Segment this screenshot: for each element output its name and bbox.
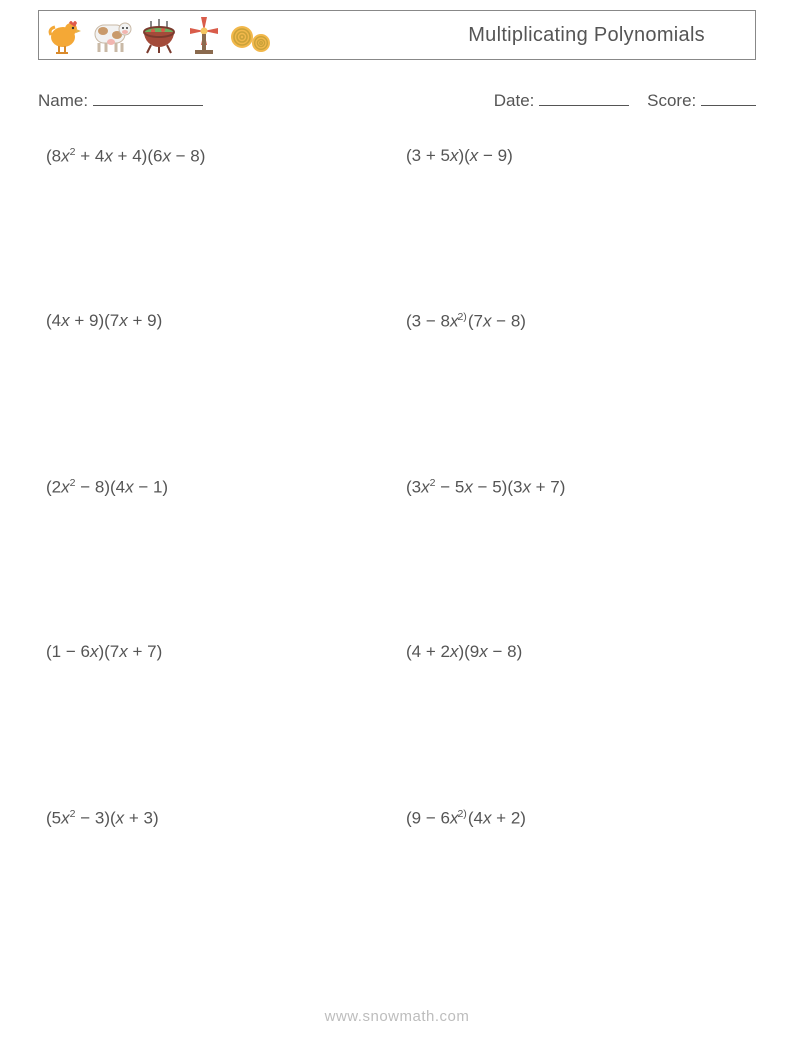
- problem-expression: (8x2 + 4x + 4)(6x − 8): [46, 146, 205, 167]
- name-label: Name:: [38, 91, 88, 110]
- problem-2-1: (4x + 9)(7x + 9): [46, 301, 388, 466]
- problem-expression: (3 + 5x)(x − 9): [406, 146, 513, 166]
- info-row: Name: Date: Score:: [38, 88, 756, 111]
- problem-5-1: (5x2 − 3)(x + 3): [46, 798, 388, 963]
- problem-1-2: (3 + 5x)(x − 9): [406, 136, 748, 301]
- score-underline[interactable]: [701, 88, 756, 106]
- problems-grid: (8x2 + 4x + 4)(6x − 8) (3 + 5x)(x − 9) (4x…: [46, 136, 748, 963]
- problem-4-1: (1 − 6x)(7x + 7): [46, 632, 388, 797]
- problem-expression: (1 − 6x)(7x + 7): [46, 642, 162, 662]
- header: Multiplicating Polynomials: [38, 10, 756, 60]
- problem-1-1: (8x2 + 4x + 4)(6x − 8): [46, 136, 388, 301]
- date-field: Date:: [494, 88, 629, 111]
- problem-expression: (9 − 6x2)(4x + 2): [406, 808, 526, 829]
- problem-4-2: (4 + 2x)(9x − 8): [406, 632, 748, 797]
- footer-text: www.snowmath.com: [325, 1008, 470, 1025]
- problem-3-1: (2x2 − 8)(4x − 1): [46, 467, 388, 632]
- problem-expression: (5x2 − 3)(x + 3): [46, 808, 159, 829]
- score-label: Score:: [647, 91, 696, 110]
- header-icons: [45, 14, 273, 56]
- bowl-icon: [139, 15, 179, 55]
- problem-expression: (4x + 9)(7x + 9): [46, 311, 162, 331]
- problem-3-2: (3x2 − 5x − 5)(3x + 7): [406, 467, 748, 632]
- score-field: Score:: [647, 88, 756, 111]
- problem-5-2: (9 − 6x2)(4x + 2): [406, 798, 748, 963]
- hay-icon: [229, 15, 273, 55]
- name-underline[interactable]: [93, 88, 203, 106]
- cow-icon: [89, 15, 133, 55]
- problem-expression: (3 − 8x2)(7x − 8): [406, 311, 526, 332]
- problem-expression: (4 + 2x)(9x − 8): [406, 642, 522, 662]
- problem-expression: (3x2 − 5x − 5)(3x + 7): [406, 477, 565, 498]
- problem-2-2: (3 − 8x2)(7x − 8): [406, 301, 748, 466]
- name-field: Name:: [38, 88, 203, 111]
- windmill-icon: [185, 14, 223, 56]
- problem-expression: (2x2 − 8)(4x − 1): [46, 477, 168, 498]
- date-label: Date:: [494, 91, 535, 110]
- chicken-icon: [45, 15, 83, 55]
- worksheet-page: Multiplicating Polynomials Name: Date: S…: [0, 0, 794, 1053]
- date-underline[interactable]: [539, 88, 629, 106]
- worksheet-title: Multiplicating Polynomials: [468, 24, 745, 47]
- footer: www.snowmath.com: [0, 1008, 794, 1025]
